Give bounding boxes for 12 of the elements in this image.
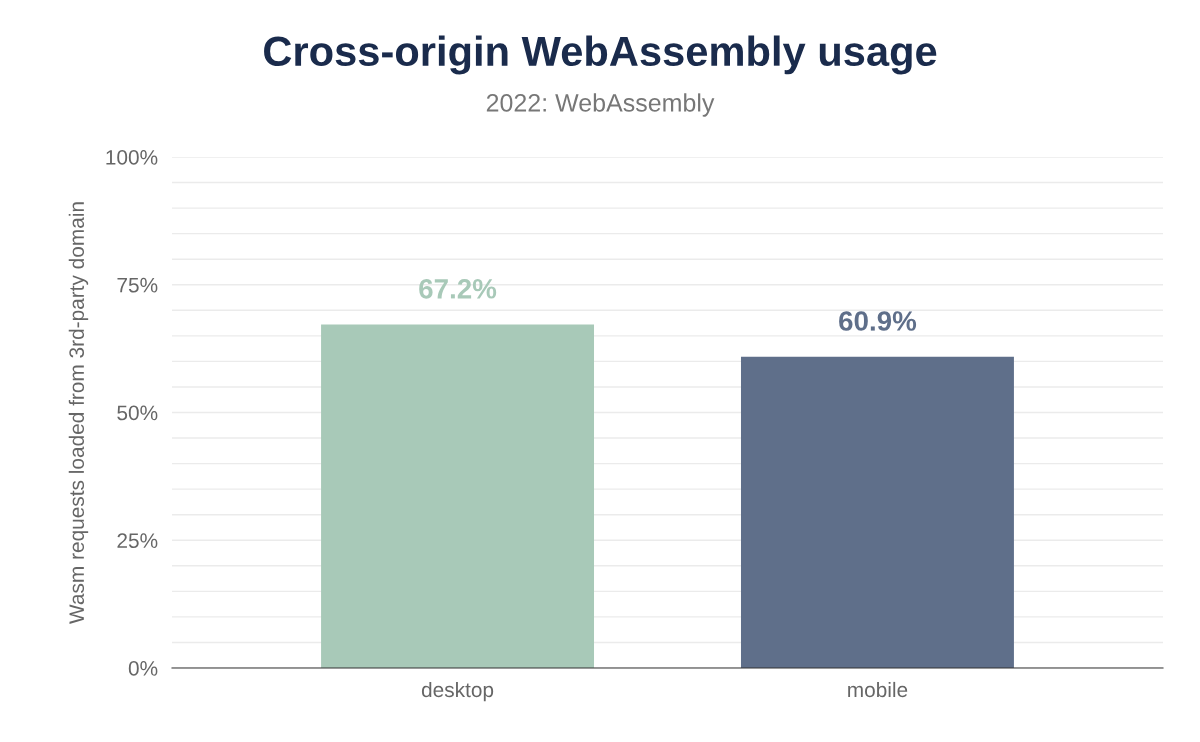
- chart-subtitle: 2022: WebAssembly: [486, 93, 715, 117]
- y-tick-label: 100%: [106, 150, 158, 165]
- x-tick-label: mobile: [848, 681, 908, 698]
- data-label: 67.2%: [419, 279, 497, 299]
- y-tick-label: 25%: [117, 533, 158, 548]
- chart-title: Cross-origin WebAssembly usage: [264, 35, 937, 75]
- data-label: 60.9%: [839, 311, 917, 331]
- x-tick-label: desktop: [421, 681, 494, 702]
- y-tick-label: 75%: [117, 277, 158, 293]
- y-axis-title: Wasm requests loaded from 3rd-party domain: [68, 202, 89, 624]
- y-tick-label: 0%: [128, 661, 158, 676]
- y-tick-label: 50%: [117, 405, 158, 421]
